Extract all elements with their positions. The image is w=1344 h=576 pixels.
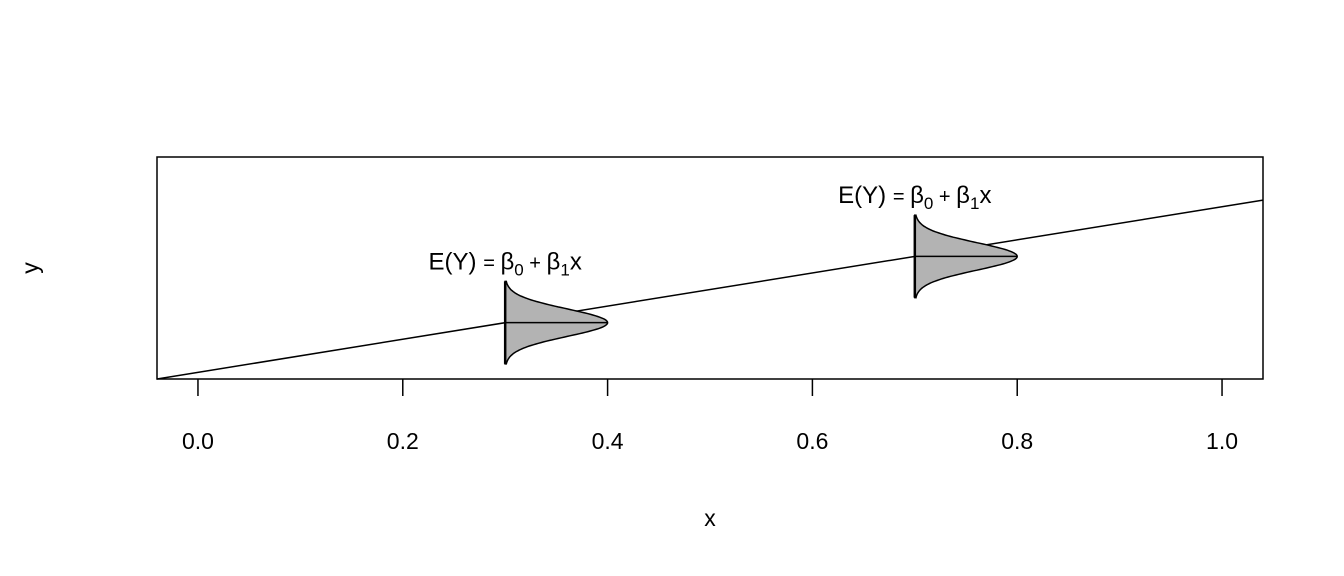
label-part-b0: β [500, 248, 514, 275]
x-axis: 0.0 0.2 0.4 0.6 0.8 1.0 [182, 379, 1238, 454]
density-1 [503, 280, 609, 365]
expected-value-label: E(Y) = β0 + β1x [429, 248, 582, 279]
x-tick-label: 0.0 [182, 428, 214, 454]
x-tick-label: 0.6 [796, 428, 828, 454]
label-part-lhs: E(Y) [838, 182, 893, 209]
label-part-plus: + [524, 252, 547, 274]
label-part-sub1: 1 [970, 194, 979, 213]
density-2 [913, 214, 1018, 299]
x-tick-label: 0.2 [387, 428, 419, 454]
label-part-eq: = [483, 252, 500, 274]
label-part-sub0: 0 [514, 260, 523, 279]
expected-value-label: E(Y) = β0 + β1x [838, 182, 991, 213]
label-part-sub0: 0 [924, 194, 933, 213]
label-part-plus: + [933, 186, 956, 208]
label-part-b0: β [910, 182, 924, 209]
label-part-var: x [570, 248, 582, 275]
x-tick-label: 1.0 [1206, 428, 1238, 454]
label-part-lhs: E(Y) [429, 248, 484, 275]
y-axis-label: y [17, 262, 43, 274]
label-part-eq: = [893, 186, 910, 208]
label-part-sub1: 1 [560, 260, 569, 279]
x-tick-label: 0.4 [592, 428, 624, 454]
regression-line [156, 199, 1264, 380]
x-tick-label: 0.8 [1001, 428, 1033, 454]
label-part-b1: β [547, 248, 561, 275]
label-part-b1: β [956, 182, 970, 209]
x-axis-label: x [704, 505, 716, 531]
plot-frame [156, 156, 1264, 380]
label-part-var: x [979, 182, 991, 209]
